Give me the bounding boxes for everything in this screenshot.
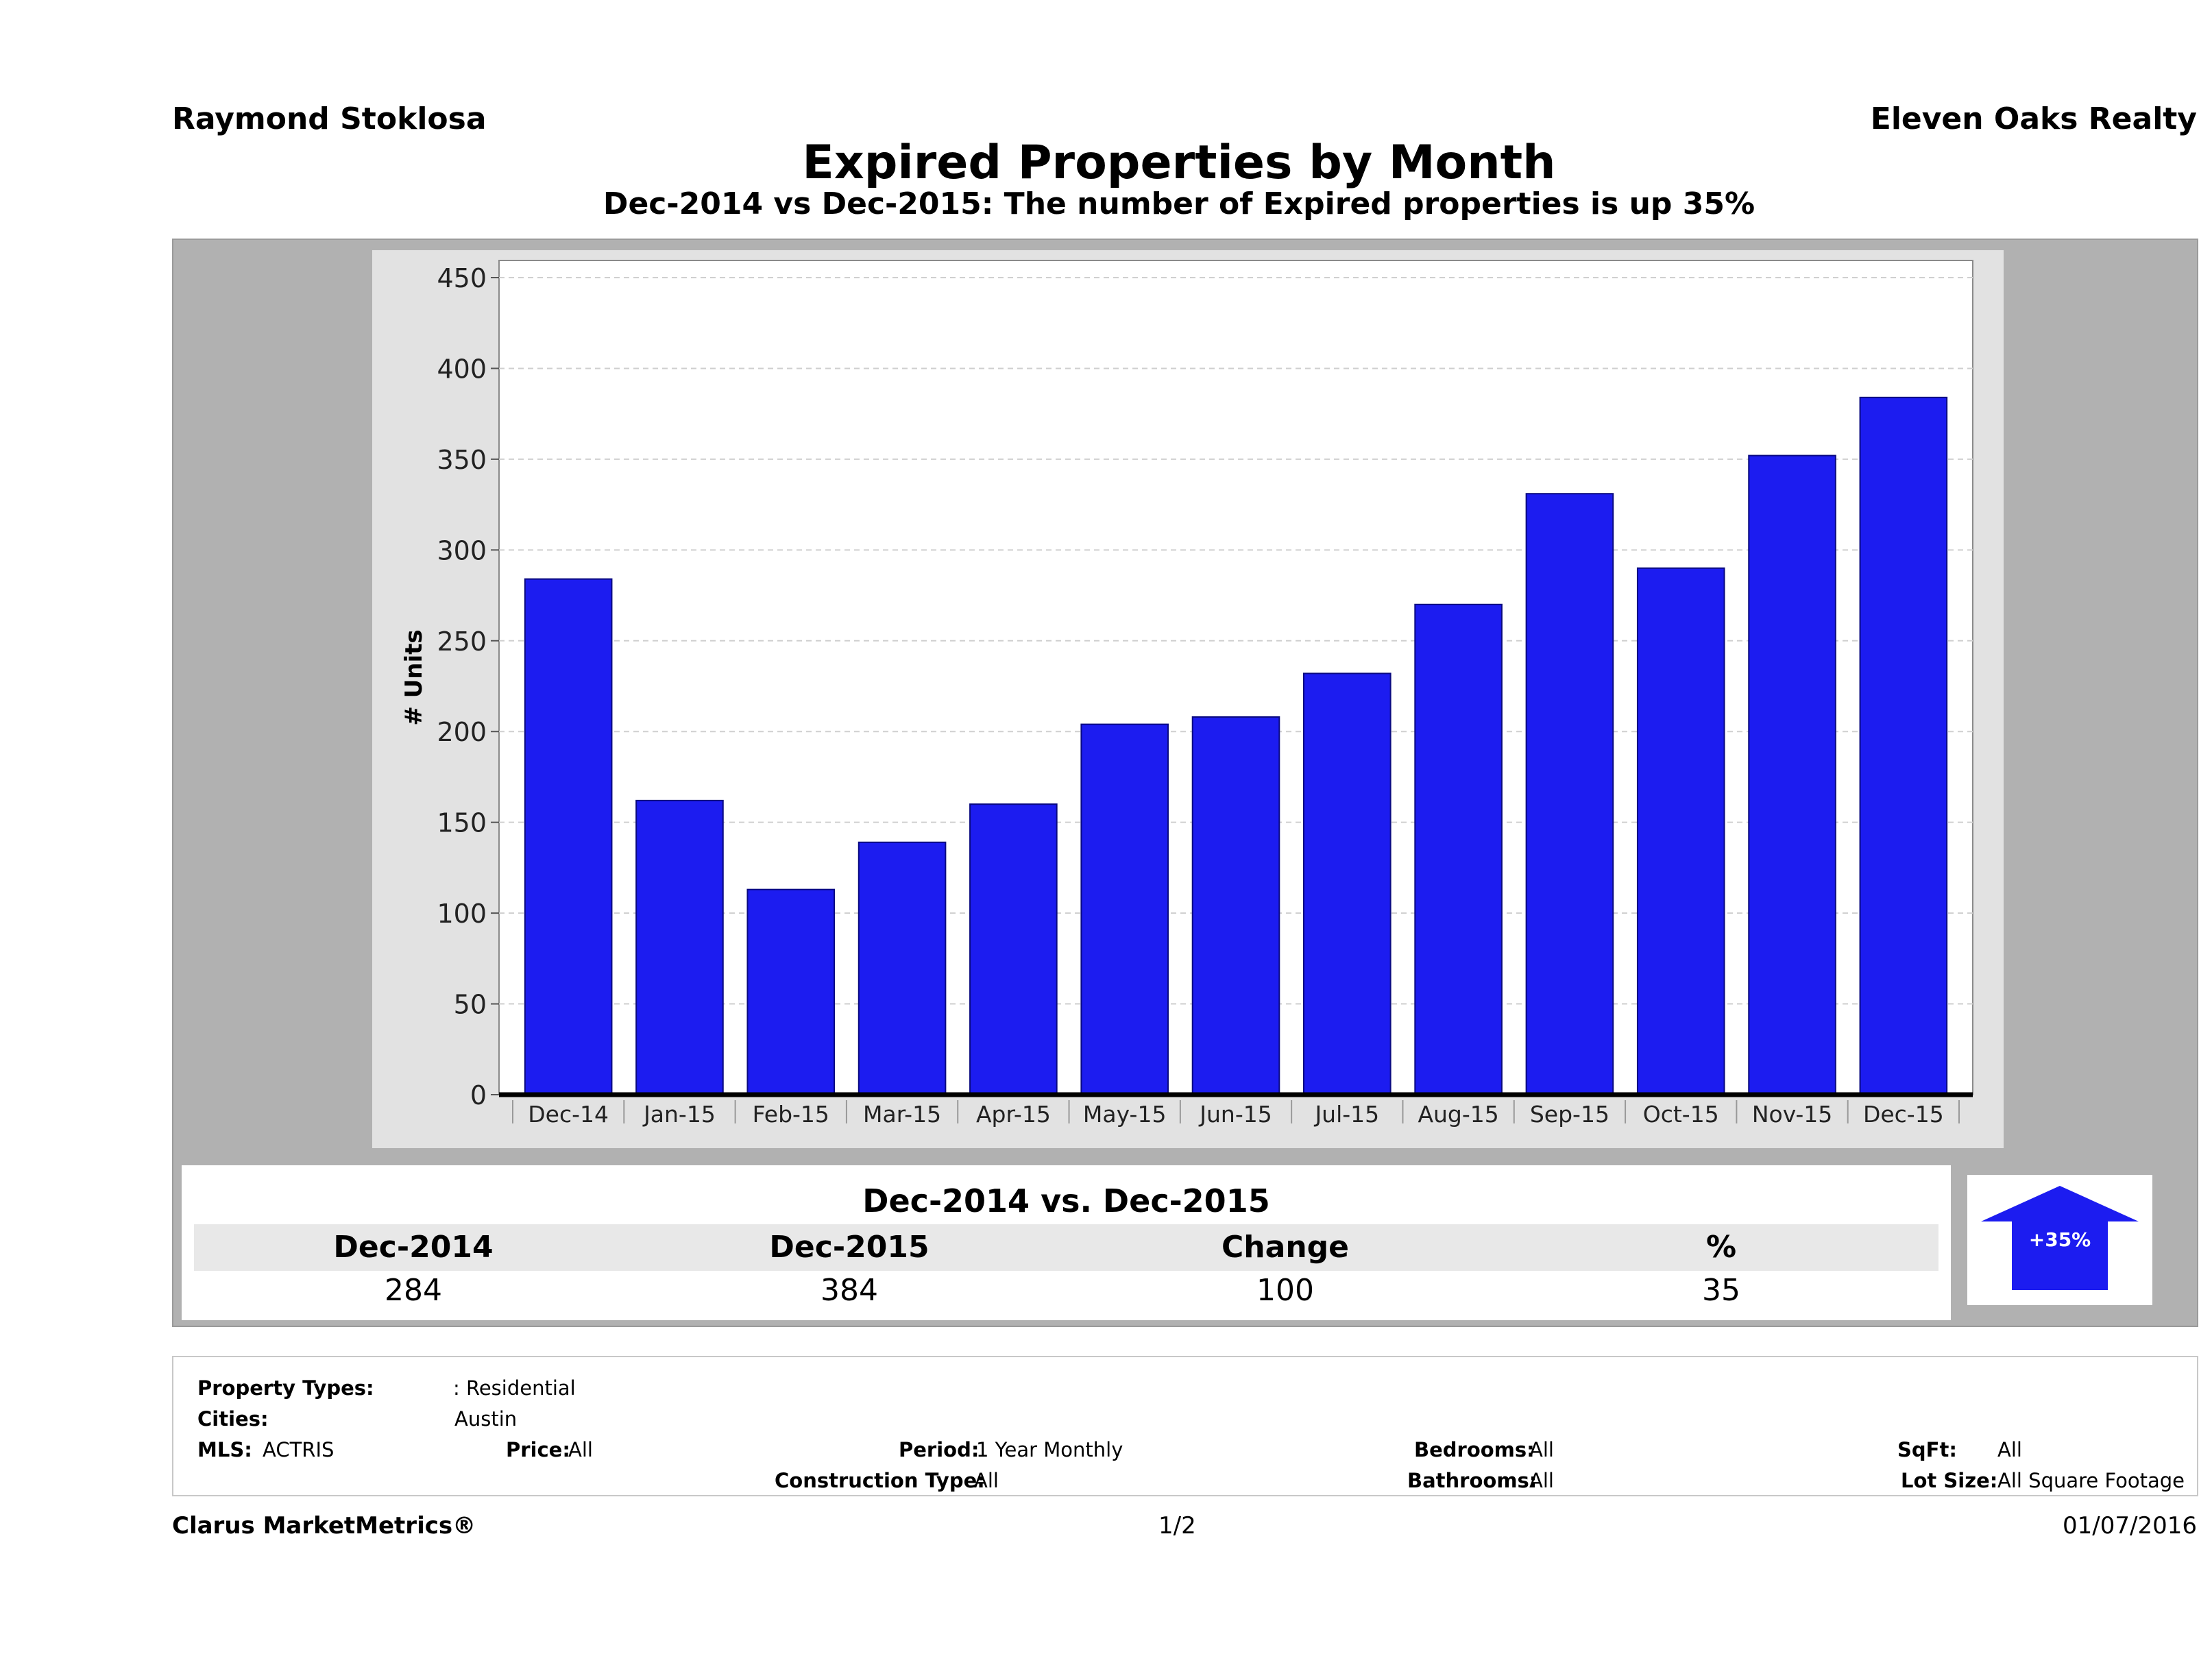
col-header-percent: % <box>1705 1230 1737 1265</box>
change-badge-panel: +35% <box>1967 1175 2152 1305</box>
col-header-change: Change <box>1222 1230 1349 1265</box>
comparison-heading-row: Dec-2014 vs. Dec-2015 <box>194 1178 1938 1224</box>
filter-summary: Property Types: : Residential Cities: Au… <box>172 1356 2198 1496</box>
bar-sep-15 <box>1525 493 1614 1095</box>
y-tick-label: 350 <box>437 445 487 475</box>
property-types-value: : Residential <box>453 1376 576 1400</box>
y-tick-label: 300 <box>437 535 487 566</box>
x-tick-label: Jun-15 <box>1198 1101 1272 1128</box>
bar-oct-15 <box>1636 567 1725 1096</box>
value-start: 284 <box>385 1273 442 1308</box>
value-end: 384 <box>821 1273 878 1308</box>
y-axis-label: # Units <box>400 629 428 725</box>
bar-dec-14 <box>524 578 613 1095</box>
x-tick-label: Sep-15 <box>1530 1101 1609 1128</box>
y-tick-label: 250 <box>437 627 487 657</box>
x-tick-label: Feb-15 <box>753 1101 829 1128</box>
y-tick-label: 400 <box>437 354 487 384</box>
x-tick-label: Aug-15 <box>1418 1101 1498 1128</box>
bar-jan-15 <box>635 799 724 1095</box>
comparison-table: Dec-2014 vs. Dec-2015 Dec-2014 Dec-2015 … <box>182 1165 1951 1320</box>
footer-date: 01/07/2016 <box>2063 1512 2197 1540</box>
bedrooms-value: All <box>1529 1438 1554 1461</box>
bedrooms-label: Bedrooms: <box>1414 1438 1535 1461</box>
x-tick-label: Oct-15 <box>1643 1101 1719 1128</box>
bar-may-15 <box>1080 723 1169 1095</box>
x-tick-label: Jul-15 <box>1313 1101 1379 1128</box>
value-percent: 35 <box>1702 1273 1740 1308</box>
x-tick-label: Nov-15 <box>1752 1101 1832 1128</box>
comparison-heading: Dec-2014 vs. Dec-2015 <box>862 1182 1270 1219</box>
sqft-label: SqFt: <box>1897 1438 1957 1461</box>
value-change: 100 <box>1256 1273 1314 1308</box>
period-label: Period: <box>899 1438 980 1461</box>
bathrooms-label: Bathrooms: <box>1407 1469 1538 1492</box>
sqft-value: All <box>1997 1438 2022 1461</box>
bathrooms-value: All <box>1529 1469 1554 1492</box>
property-types-label: Property Types: <box>197 1376 374 1400</box>
lot-size-label: Lot Size: <box>1901 1469 1998 1492</box>
y-tick-label: 50 <box>454 990 487 1020</box>
construction-type-value: All <box>974 1469 999 1492</box>
footer-brand: Clarus MarketMetrics® <box>172 1512 476 1540</box>
agent-name: Raymond Stoklosa <box>172 101 487 136</box>
bar-nov-15 <box>1748 454 1836 1095</box>
x-tick-label: Mar-15 <box>863 1101 941 1128</box>
y-tick-label: 450 <box>437 263 487 293</box>
change-badge-label: +35% <box>2029 1228 2091 1251</box>
x-tick-label: Dec-14 <box>528 1101 609 1128</box>
chart-title: Expired Properties by Month <box>802 136 1556 190</box>
bar-jun-15 <box>1191 716 1280 1095</box>
bar-jul-15 <box>1303 672 1391 1095</box>
col-header-start: Dec-2014 <box>333 1230 494 1265</box>
col-header-end: Dec-2015 <box>769 1230 929 1265</box>
comparison-value-row: 284 384 100 35 <box>194 1271 1938 1311</box>
bar-feb-15 <box>746 888 836 1095</box>
x-tick-label: Dec-15 <box>1863 1101 1944 1128</box>
y-tick-label: 0 <box>470 1080 487 1110</box>
mls-value: ACTRIS <box>263 1438 335 1461</box>
y-tick-label: 200 <box>437 717 487 747</box>
up-arrow-icon: +35% <box>1981 1186 2139 1290</box>
bar-apr-15 <box>969 803 1058 1096</box>
bar-aug-15 <box>1414 603 1503 1095</box>
comparison-header-row: Dec-2014 Dec-2015 Change % <box>194 1224 1938 1271</box>
lot-size-value: All Square Footage <box>1997 1469 2185 1492</box>
mls-label: MLS: <box>197 1438 252 1461</box>
cities-label: Cities: <box>197 1407 269 1431</box>
brokerage-name: Eleven Oaks Realty <box>1870 101 2197 136</box>
bar-chart: 0 50 100 150 200 250 300 350 400 450 # Units Dec-14… <box>400 260 1973 1128</box>
y-tick-label: 100 <box>437 899 487 929</box>
chart-subtitle: Dec-2014 vs Dec-2015: The number of Expi… <box>603 186 1755 221</box>
bar-dec-15 <box>1859 396 1948 1095</box>
construction-type-label: Construction Type: <box>775 1469 985 1492</box>
bar-mar-15 <box>858 841 947 1095</box>
x-tick-label: Jan-15 <box>642 1101 716 1128</box>
footer-page-number: 1/2 <box>1158 1512 1196 1540</box>
price-label: Price: <box>506 1438 570 1461</box>
cities-value: Austin <box>454 1407 518 1431</box>
x-tick-label: May-15 <box>1083 1101 1167 1128</box>
y-tick-label: 150 <box>437 808 487 838</box>
period-value: 1 Year Monthly <box>976 1438 1123 1461</box>
price-value: All <box>568 1438 593 1461</box>
x-tick-label: Apr-15 <box>976 1101 1051 1128</box>
